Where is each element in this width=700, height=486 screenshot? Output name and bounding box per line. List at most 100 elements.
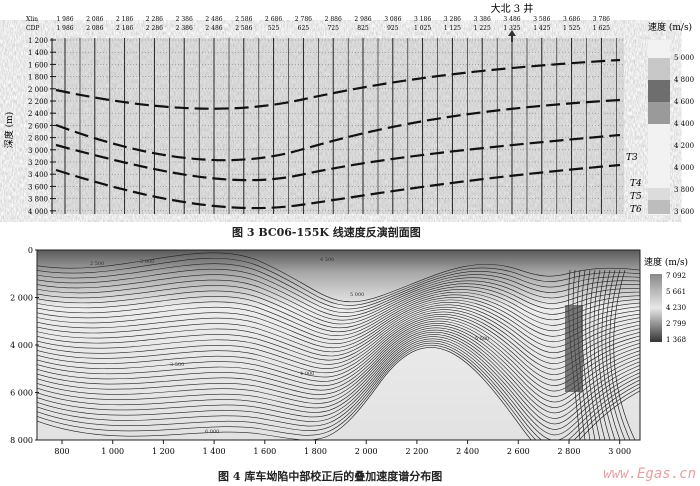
depth-tick-label: 1 600 <box>28 61 48 69</box>
contour-line <box>37 325 640 403</box>
figure3-grid <box>51 38 624 214</box>
cdp-tick-label: 1 400 <box>203 447 226 456</box>
contour-line <box>37 338 640 436</box>
contour-line <box>37 323 640 397</box>
figure4-caption: 图 4 库车坳陷中部校正后的叠加速度谱分布图 <box>218 470 443 483</box>
horizon-line <box>55 163 621 210</box>
legend-tick-label: 4 200 <box>674 142 694 150</box>
contour-line <box>37 311 640 370</box>
figure4-contours <box>37 252 640 440</box>
cdp-label: 925 <box>387 25 399 32</box>
contour-line <box>37 336 640 430</box>
contour-line <box>37 306 640 361</box>
xlin-label: 3 586 <box>533 16 550 23</box>
figure3-legend-title: 速度 (m/s) <box>648 21 692 33</box>
depth-tick-label: 2 800 <box>28 135 48 143</box>
contour-line <box>37 294 640 340</box>
figure3-horizons <box>55 58 621 210</box>
cdp-tick-label: 1 200 <box>152 447 175 456</box>
figure3-velocity-section: 大北 3 井 Xlin CDP 1 986 1 986 2 086 2 086 2 18… <box>3 2 694 216</box>
xlin-label: 2 086 <box>86 16 103 23</box>
contour-label: 2 500 <box>90 261 104 267</box>
legend-tick-label: 5 000 <box>674 54 694 62</box>
legend-band <box>648 58 670 80</box>
contour-line <box>37 297 640 344</box>
depth-tick-label: 2 400 <box>28 110 48 118</box>
row-label-xlin: Xlin <box>26 16 38 23</box>
cdp-label: 1 025 <box>414 25 431 32</box>
legend-band <box>648 200 670 214</box>
legend-band <box>648 188 670 200</box>
xlin-label: 2 186 <box>116 16 133 23</box>
legend-tick-label: 4 800 <box>674 76 694 84</box>
horizon-label-t6: T6 <box>630 205 642 215</box>
figure4-contour-labels: 2 500 3 000 4 500 5 000 3 500 4 000 6 00… <box>90 257 489 435</box>
cdp-label: 2 086 <box>86 25 103 32</box>
depth-tick-label: 2 000 <box>28 86 48 94</box>
xlin-label: 2 986 <box>354 16 371 23</box>
cdp-label: 2 486 <box>205 25 222 32</box>
cdp-label: 1 225 <box>474 25 491 32</box>
xlin-label: 1 986 <box>56 16 73 23</box>
depth-tick-label: 3 600 <box>28 183 48 191</box>
xlin-label: 2 786 <box>295 16 312 23</box>
figure3-ylabel: 深度 (m) <box>3 112 15 148</box>
xlin-label: 2 586 <box>235 16 252 23</box>
xlin-label: 3 686 <box>563 16 580 23</box>
contour-label: 5 000 <box>350 292 364 298</box>
xlin-label: 2 386 <box>176 16 193 23</box>
watermark: www.Egas.cn <box>603 466 696 482</box>
well-arrow-head <box>508 30 516 36</box>
cdp-label: 525 <box>268 25 280 32</box>
cdp-label: 1 986 <box>56 25 73 32</box>
contour-line <box>37 291 640 336</box>
contour-line <box>37 304 640 357</box>
depth-tick-label: 6 000 <box>10 389 33 398</box>
cdp-label: 1 125 <box>444 25 461 32</box>
legend-tick-label: 4 600 <box>674 98 694 106</box>
contour-line <box>609 269 631 440</box>
cdp-tick-label: 3 000 <box>608 447 631 456</box>
contour-line <box>37 344 640 440</box>
contour-line <box>601 269 621 440</box>
depth-tick-label: 1 200 <box>28 37 48 45</box>
xlin-label: 3 086 <box>384 16 401 23</box>
figure3-seismic-texture <box>52 38 624 214</box>
depth-tick-label: 0 <box>28 246 33 255</box>
contour-line <box>37 342 640 440</box>
cdp-tick-label: 1 600 <box>253 447 276 456</box>
depth-tick-label: 3 000 <box>28 147 48 155</box>
cdp-label: 1 425 <box>533 25 550 32</box>
figure4-legend-colorbar <box>650 274 662 342</box>
contour-label: 4 000 <box>300 371 314 377</box>
contour-label: 6 000 <box>205 429 219 435</box>
contour-line <box>37 289 640 333</box>
contour-line <box>37 318 640 386</box>
depth-tick-label: 2 000 <box>10 294 33 303</box>
xlin-label: 3 786 <box>593 16 610 23</box>
horizon-line <box>55 98 621 162</box>
cdp-label: 625 <box>298 25 310 32</box>
legend-tick-label: 1 368 <box>666 336 686 344</box>
figure4-plot-background <box>37 250 640 440</box>
contour-line <box>597 269 616 440</box>
contour-line <box>37 329 640 414</box>
legend-tick-label: 4 400 <box>674 120 694 128</box>
contour-line <box>37 263 640 310</box>
depth-tick-label: 4 000 <box>28 208 48 216</box>
contour-line <box>37 302 640 353</box>
contour-label: 4 500 <box>320 257 334 263</box>
contour-label: 3 500 <box>170 362 184 368</box>
depth-tick-label: 4 000 <box>10 341 33 350</box>
cdp-label: 725 <box>327 25 339 32</box>
xlin-label: 3 486 <box>503 16 520 23</box>
contour-line <box>37 309 640 365</box>
legend-band <box>648 80 670 102</box>
depth-tick-label: 3 400 <box>28 171 48 179</box>
horizon-line <box>55 58 621 110</box>
horizon-label-t5: T5 <box>630 192 642 202</box>
contour-line <box>37 268 640 313</box>
well-label: 大北 3 井 <box>491 2 534 15</box>
contour-label: 5 500 <box>475 336 489 342</box>
cdp-tick-label: 2 600 <box>507 447 530 456</box>
